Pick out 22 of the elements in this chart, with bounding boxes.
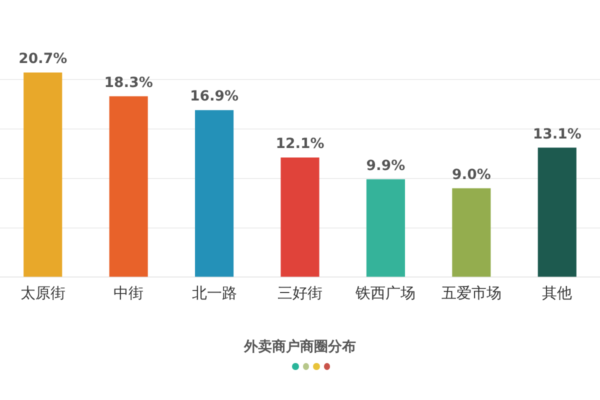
text: 外卖商户商圈分布 [243, 338, 356, 356]
x-tick-label: 三好街 [278, 284, 322, 302]
bar [195, 110, 234, 277]
x-tick-label: 北一路 [192, 284, 237, 302]
bar [280, 158, 320, 277]
x-tick-label: 中街 [114, 284, 144, 302]
x-tick-label: 五爱市场 [441, 284, 502, 302]
data-label: 20.7% [18, 51, 68, 68]
bar [109, 96, 148, 277]
x-tick-label: 铁西广场 [354, 284, 416, 302]
bar [24, 72, 62, 277]
bar [366, 179, 405, 277]
data-label: 18.3% [104, 74, 153, 91]
bar [452, 188, 491, 277]
data-label: 9.9% [366, 158, 406, 174]
bar [538, 148, 576, 277]
x-tick-label: 太原街 [20, 284, 66, 302]
data-label: 16.9% [190, 88, 239, 105]
data-label: 12.1% [276, 136, 324, 152]
data-label: 13.1% [532, 126, 582, 142]
data-label: 9.0% [452, 166, 491, 183]
x-tick-label: 其他 [542, 284, 572, 302]
